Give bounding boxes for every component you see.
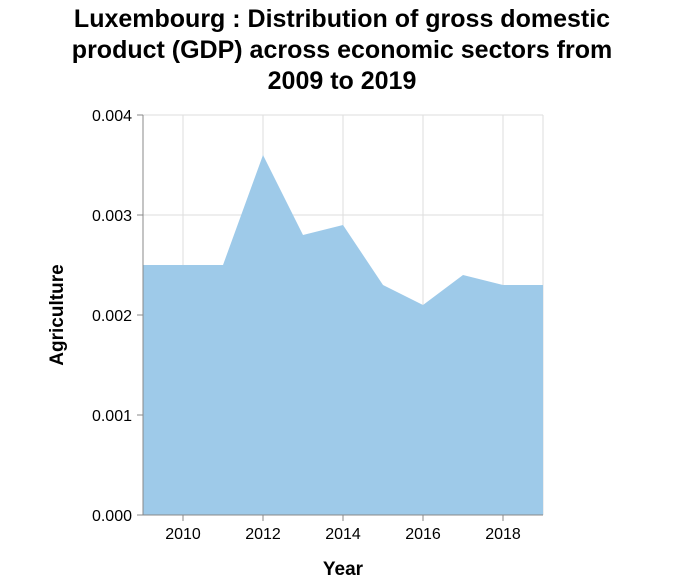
x-tick-label: 2018	[485, 526, 521, 543]
x-tick-label: 2016	[405, 526, 441, 543]
y-tick-label: 0.003	[92, 208, 132, 225]
x-tick-label: 2014	[325, 526, 361, 543]
y-tick-label: 0.001	[92, 408, 132, 425]
x-tick-label: 2012	[245, 526, 281, 543]
y-tick-label: 0.000	[92, 508, 132, 525]
x-tick-label: 2010	[165, 526, 201, 543]
y-axis-ticks: 0.000 0.001 0.002 0.003 0.004	[92, 108, 143, 525]
x-axis-ticks: 2010 2012 2014 2016 2018	[165, 515, 521, 543]
y-tick-label: 0.004	[92, 108, 132, 125]
x-axis-title: Year	[323, 559, 364, 580]
y-tick-label: 0.002	[92, 308, 132, 325]
y-axis-title: Agriculture	[47, 264, 68, 365]
